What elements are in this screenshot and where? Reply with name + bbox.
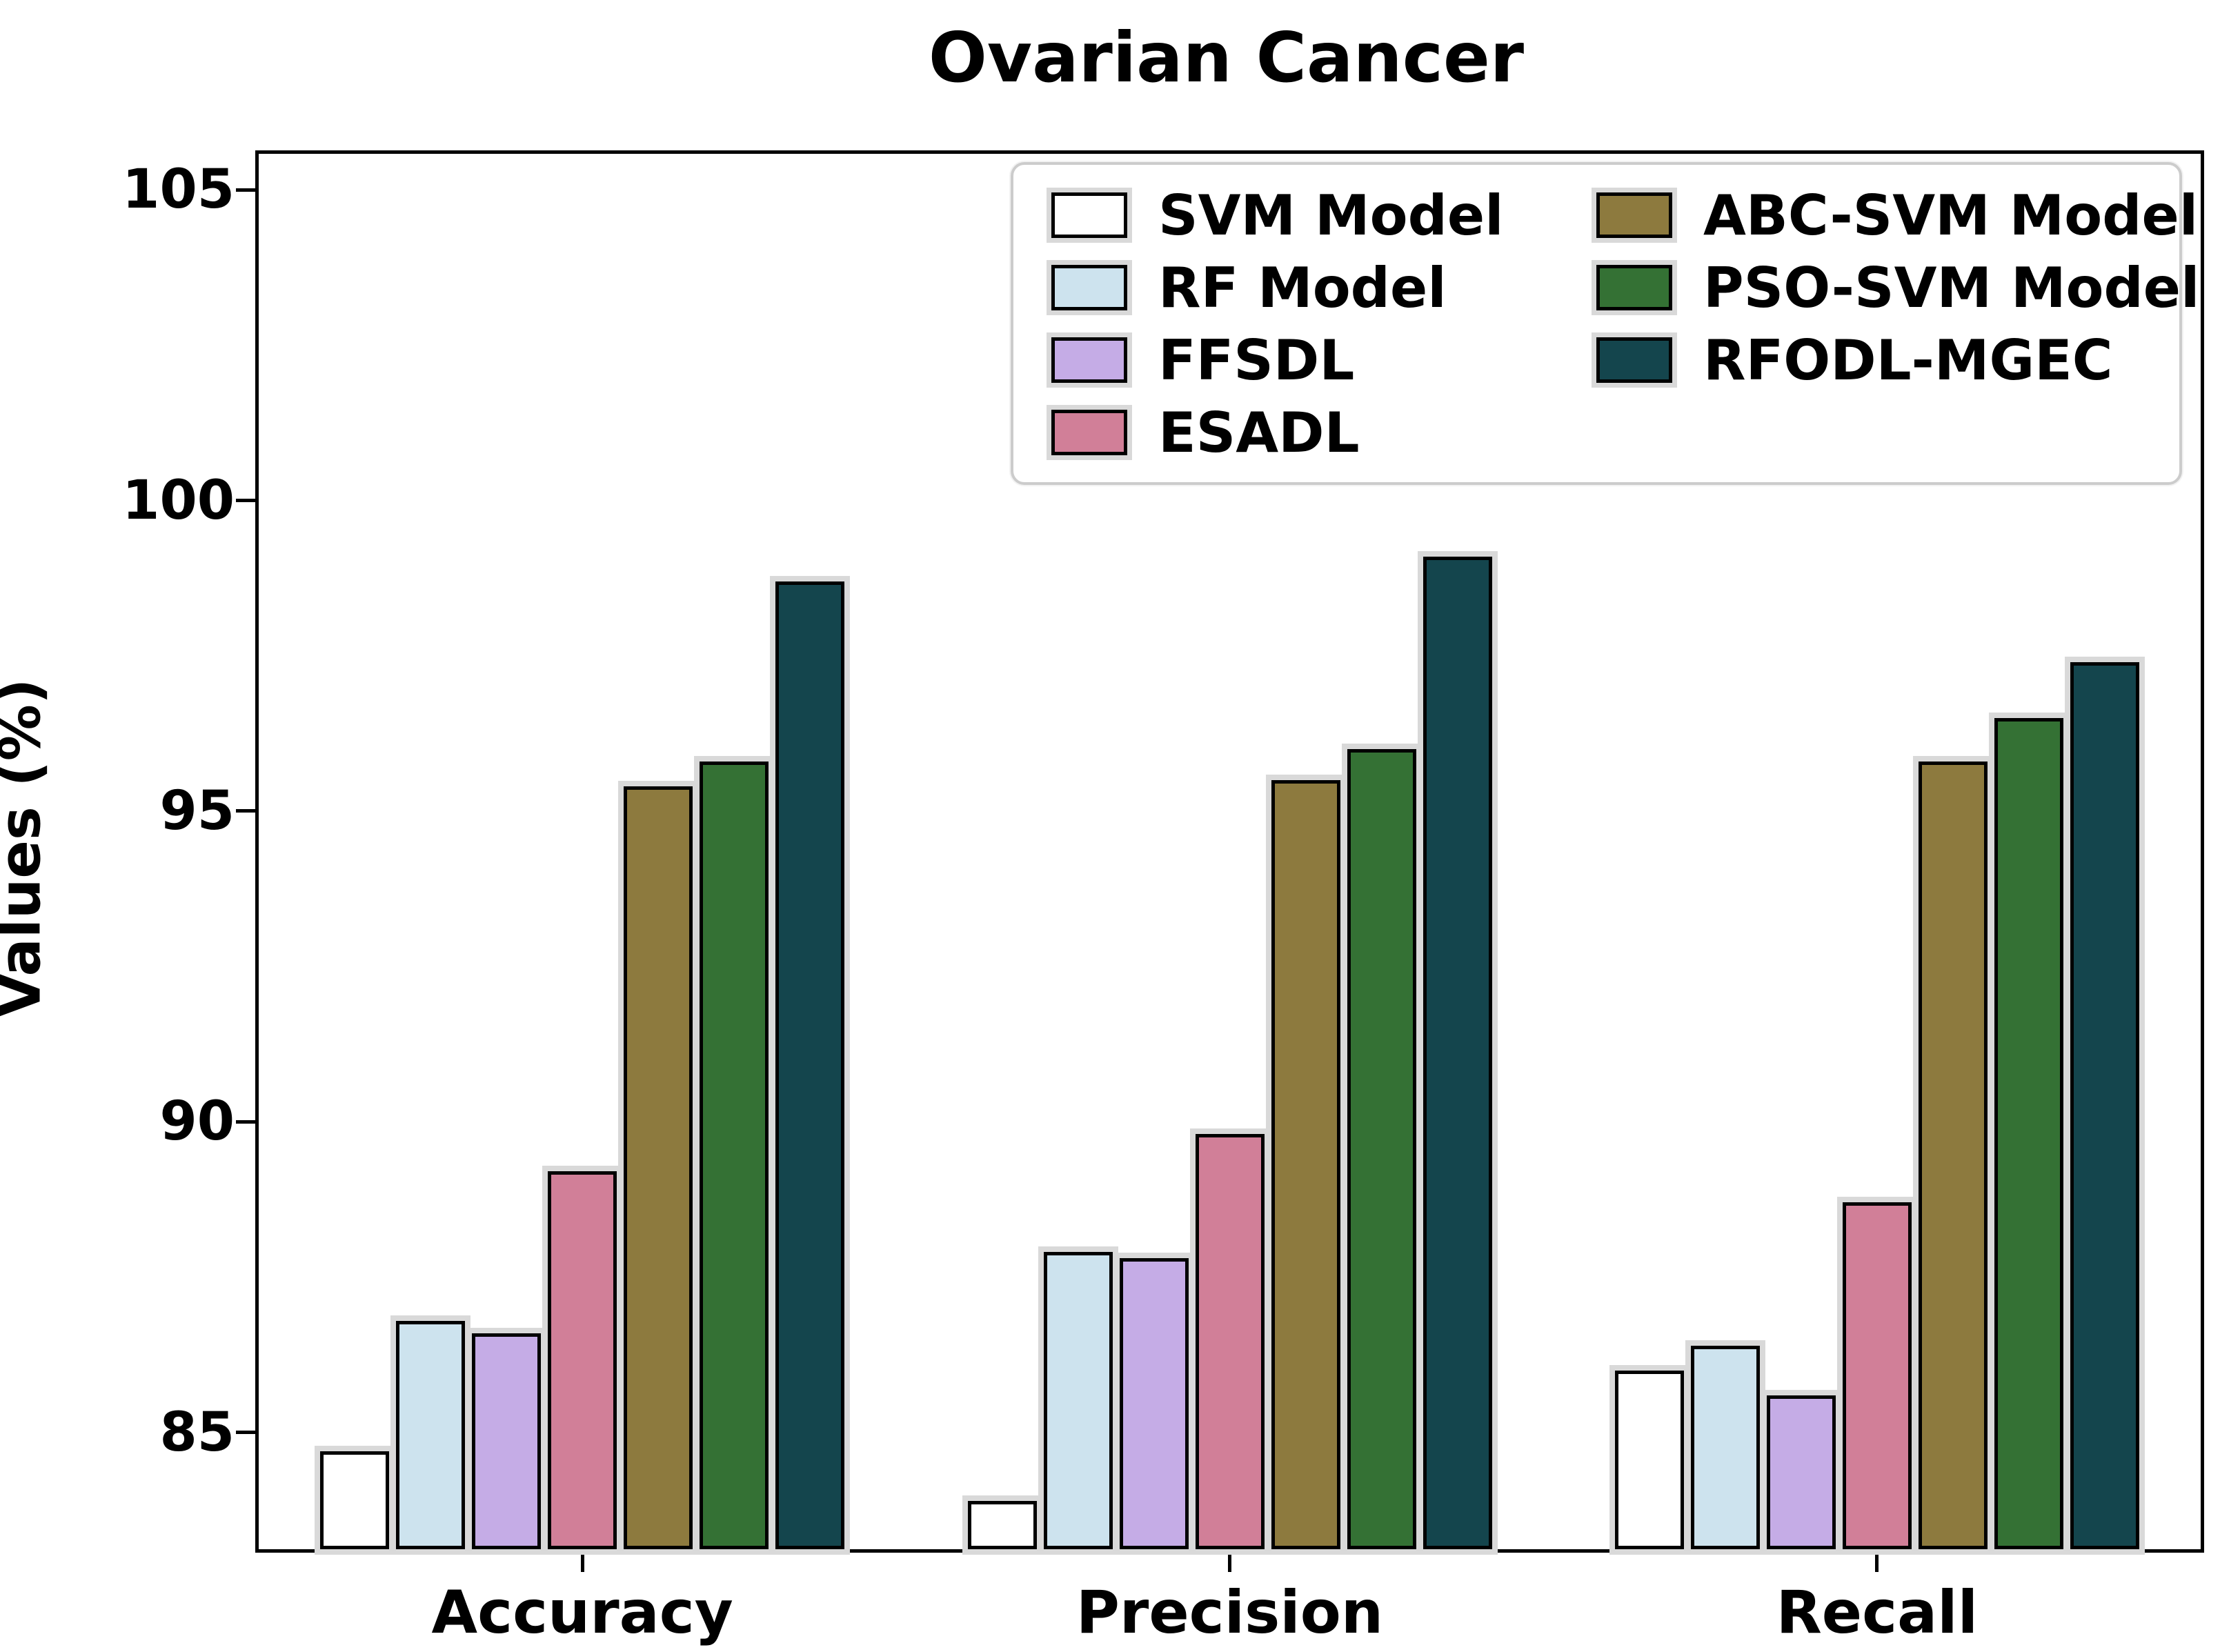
legend-swatch-ffsdl bbox=[1051, 337, 1127, 383]
bar-pso-svm-model-precision bbox=[1347, 748, 1416, 1549]
y-tick-label-105: 105 bbox=[122, 159, 235, 221]
y-tick-label-95: 95 bbox=[159, 779, 235, 842]
x-tick-label-precision: Precision bbox=[1076, 1578, 1384, 1647]
bar-rf-model-precision bbox=[1043, 1252, 1113, 1549]
bar-ffsdl-accuracy bbox=[472, 1333, 542, 1549]
y-tick-label-100: 100 bbox=[122, 469, 235, 532]
y-tick-mark-85 bbox=[236, 1431, 255, 1435]
bar-rfodl-mgec-accuracy bbox=[775, 581, 845, 1549]
bar-esadl-precision bbox=[1195, 1134, 1265, 1549]
legend-label-ffsdl: FFSDL bbox=[1158, 328, 1355, 392]
x-tick-label-accuracy: Accuracy bbox=[431, 1578, 733, 1647]
bar-rfodl-mgec-recall bbox=[2070, 661, 2139, 1549]
y-tick-mark-95 bbox=[236, 809, 255, 813]
y-tick-mark-90 bbox=[236, 1119, 255, 1124]
chart-title: Ovarian Cancer bbox=[928, 17, 1525, 98]
legend-label-esadl: ESADL bbox=[1158, 401, 1360, 465]
x-tick-mark-recall bbox=[1875, 1553, 1879, 1572]
bar-svm-model-precision bbox=[967, 1500, 1037, 1549]
y-axis-label-text: Values (%) bbox=[0, 678, 54, 1017]
bar-rf-model-accuracy bbox=[396, 1320, 466, 1549]
bar-ffsdl-recall bbox=[1766, 1395, 1836, 1549]
legend-swatch-rf-model bbox=[1051, 265, 1127, 310]
y-tick-mark-105 bbox=[236, 188, 255, 192]
legend-label-svm-model: SVM Model bbox=[1158, 183, 1504, 248]
legend-swatch-rfodl-mgec bbox=[1596, 337, 1672, 383]
plot-area: 85 90 95 100 105 Accuracy Precision Recall SVM… bbox=[122, 150, 2204, 1647]
bar-esadl-recall bbox=[1842, 1202, 1912, 1549]
legend-label-rf-model: RF Model bbox=[1158, 256, 1447, 320]
bar-abc-svm-model-recall bbox=[1918, 761, 1988, 1549]
x-tick-mark-precision bbox=[1228, 1553, 1231, 1572]
x-tick-label-recall: Recall bbox=[1776, 1578, 1979, 1647]
bar-rfodl-mgec-precision bbox=[1423, 556, 1492, 1549]
legend-swatch-svm-model bbox=[1051, 192, 1127, 238]
bar-abc-svm-model-accuracy bbox=[624, 786, 693, 1549]
bar-esadl-accuracy bbox=[548, 1171, 617, 1549]
legend-label-abc-svm-model: ABC-SVM Model bbox=[1703, 183, 2199, 248]
legend-swatch-pso-svm-model bbox=[1596, 265, 1672, 310]
x-tick-mark-accuracy bbox=[580, 1553, 584, 1572]
bar-pso-svm-model-recall bbox=[1994, 717, 2063, 1549]
legend-label-rfodl-mgec: RFODL-MGEC bbox=[1703, 328, 2113, 392]
legend-label-pso-svm-model: PSO-SVM Model bbox=[1703, 256, 2200, 320]
y-tick-label-85: 85 bbox=[159, 1401, 235, 1464]
legend-swatch-esadl bbox=[1051, 410, 1127, 455]
y-tick-mark-100 bbox=[236, 499, 255, 503]
legend-swatch-abc-svm-model bbox=[1596, 192, 1672, 238]
bar-svm-model-accuracy bbox=[320, 1451, 390, 1549]
bar-ffsdl-precision bbox=[1119, 1258, 1189, 1549]
y-tick-label-90: 90 bbox=[159, 1091, 235, 1153]
bar-pso-svm-model-accuracy bbox=[700, 761, 769, 1549]
bar-abc-svm-model-precision bbox=[1271, 779, 1340, 1549]
legend: SVM Model RF Model FFSDL ESADL ABC-SVM Model… bbox=[1011, 162, 2199, 485]
bar-rf-model-recall bbox=[1690, 1345, 1760, 1549]
bar-svm-model-recall bbox=[1614, 1370, 1684, 1549]
